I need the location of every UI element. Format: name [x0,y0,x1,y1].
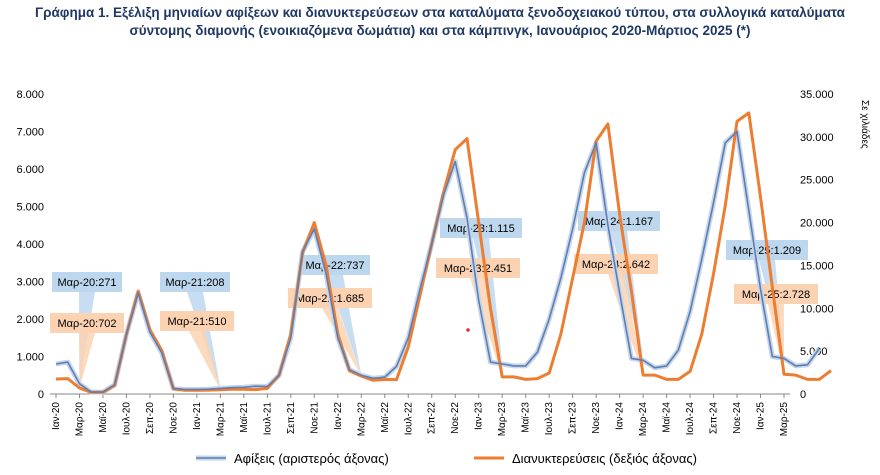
x-tick-label: Μαρ-21 [215,402,226,437]
x-tick-label: Νοε-24 [732,402,743,434]
y-left-tick-label: 0 [38,389,44,401]
red-dot-mark [466,328,470,332]
callout-nights-box [734,284,818,304]
x-tick-label: Ιαν-21 [192,402,203,430]
callout-nights-text: Μαρ-23:2.451 [444,263,512,275]
x-tick-label: Ιαν-24 [615,402,626,430]
callout-arrivals-text: Μαρ-22:737 [305,260,364,272]
callout-arrivals-box [300,255,370,275]
x-tick-label: Μαρ-25 [779,402,790,437]
y-left-tick-label: 7.000 [16,127,44,139]
x-tick-label: Νοε-20 [168,402,179,434]
x-tick-label: Ιαν-23 [474,402,485,430]
x-tick-label: Ιουλ-21 [262,402,273,436]
y-left-tick-label: 2.000 [16,314,44,326]
callout-nights-pointer [768,304,784,375]
y-left-tick-label: 4.000 [16,239,44,251]
callout-nights-text: Μαρ-21:510 [167,316,226,328]
y-left-tick-label: 5.000 [16,202,44,214]
x-tick-label: Ιουλ-24 [685,402,696,436]
y-left-tick-label: 8.000 [16,89,44,101]
callout-nights-box [436,258,520,278]
callout-arrivals-box [578,211,660,231]
callout-nights-pointer [189,331,221,390]
x-tick-label: Μαρ-22 [356,402,367,437]
callout-arrivals-text: Μαρ-20:271 [57,277,116,289]
series-arrivals-line [55,130,820,393]
x-tick-label: Μαϊ-23 [521,402,532,433]
x-tick-label: Μαϊ-20 [98,402,109,433]
y-left-tick-label: 3.000 [16,277,44,289]
chart-title-line2: σύντομης διαμονής (ενοικιαζόμενα δωμάτια… [129,23,751,38]
y-right-tick-label: 30.000 [800,132,834,144]
x-tick-label: Σεπ-22 [427,402,438,434]
chart-title-line1: Γράφημα 1. Εξέλιξη μηνιαίων αφίξεων και … [35,5,845,20]
y-left-tick-label: 1.000 [16,352,44,364]
callout-nights-pointer [79,333,95,388]
x-tick-label: Ιαν-22 [333,402,344,430]
x-tick-label: Ιουλ-22 [403,402,414,436]
x-tick-label: Σεπ-21 [286,402,297,434]
x-tick-label: Μαϊ-22 [380,402,391,433]
y-right-tick-label: 15.000 [800,260,834,272]
callout-nights-box [160,311,234,331]
legend-nights-label: Διανυκτερεύσεις (δεξιός άξονας) [512,451,697,466]
x-tick-label: Σεπ-24 [709,402,720,434]
callout-nights-pointer [322,308,362,376]
callout-nights-box [50,313,124,333]
y-right-tick-label: 20.000 [800,218,834,230]
x-tick-label: Μαρ-24 [638,402,649,437]
x-tick-label: Ιουλ-23 [544,402,555,436]
chart-title: Γράφημα 1. Εξέλιξη μηνιαίων αφίξεων και … [0,4,880,40]
x-tick-label: Νοε-22 [450,402,461,434]
x-tick-label: Νοε-21 [309,402,320,434]
x-tick-label: Ιαν-25 [756,402,767,430]
legend-arrivals-label: Αφίξεις (αριστερός άξονας) [234,451,389,466]
callout-nights-text: Μαρ-20:702 [57,318,116,330]
y-right-tick-label: 10.000 [800,303,834,315]
callout-arrivals-box [160,272,230,292]
y-right-axis-label: Σε χιλιάδες [859,100,871,149]
x-tick-label: Ιουλ-20 [121,402,132,436]
y-right-tick-label: 0 [800,389,806,401]
callout-arrivals-pointer [327,275,362,376]
x-tick-label: Σεπ-23 [568,402,579,434]
callout-nights-text: Μαρ-25:2.728 [742,289,810,301]
x-tick-label: Μαρ-20 [74,402,85,437]
y-right-tick-label: 35.000 [800,89,834,101]
callout-arrivals-text: Μαρ-21:208 [165,277,224,289]
callout-arrivals-text: Μαρ-24:1.167 [585,216,653,228]
y-right-tick-label: 25.000 [800,175,834,187]
x-tick-label: Μαρ-23 [497,402,508,437]
x-tick-label: Νοε-23 [591,402,602,434]
x-tick-label: Ιαν-20 [51,402,62,430]
x-tick-label: Σεπ-20 [145,402,156,434]
callout-arrivals-box [52,272,122,292]
x-tick-label: Μαϊ-21 [239,402,250,433]
y-left-tick-label: 6.000 [16,164,44,176]
series-nights-line [55,111,832,394]
callout-arrivals-box [440,218,522,238]
x-tick-label: Μαϊ-24 [662,402,673,433]
